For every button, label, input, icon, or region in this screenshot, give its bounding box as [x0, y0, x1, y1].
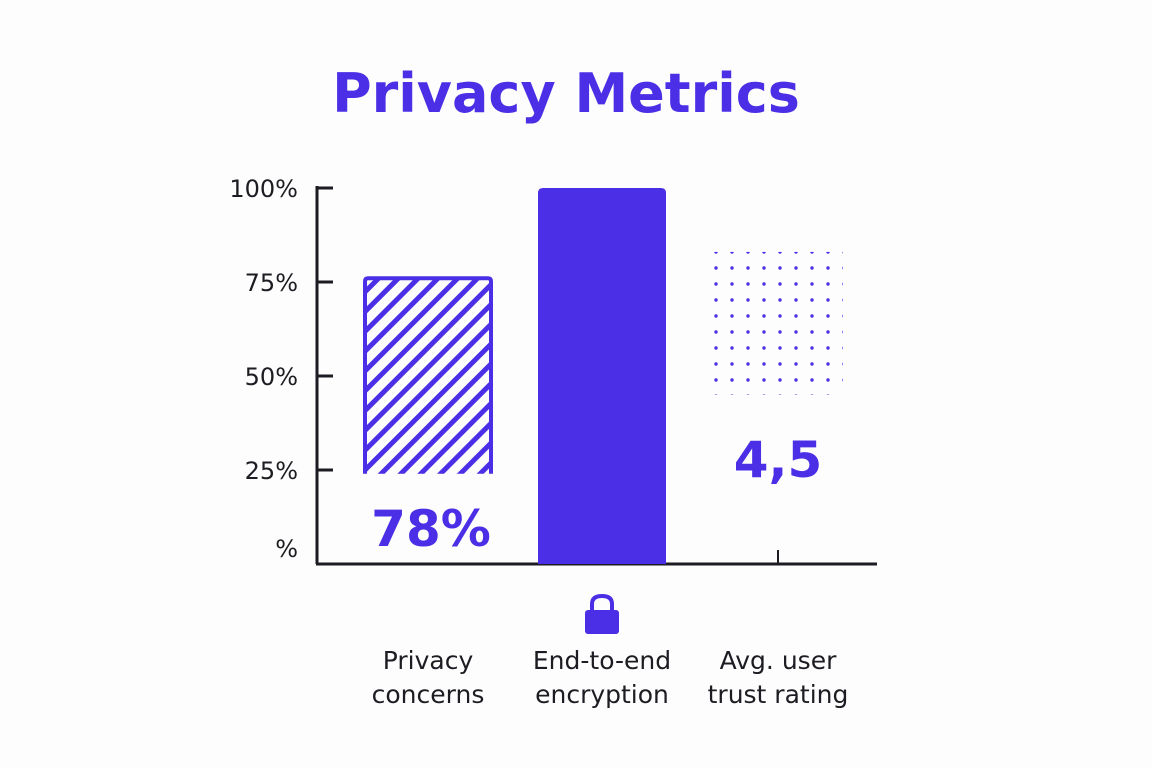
category-label: trust rating — [708, 680, 849, 709]
y-tick-label: 50% — [245, 363, 298, 391]
bar-outline — [363, 276, 493, 474]
bar-avg-user-trust-rating — [713, 251, 843, 395]
y-tick-label: 75% — [245, 269, 298, 297]
y-tick-label: 100% — [229, 175, 298, 203]
bar-value-label: 78% — [371, 500, 491, 558]
y-tick-label: 25% — [245, 457, 298, 485]
bar-end-to-end-encryption — [538, 188, 666, 564]
category-labels: 78% Privacy concerns End-to-end encryption 4,… — [371, 431, 848, 709]
category-label: Privacy — [383, 646, 474, 675]
category-label: encryption — [535, 680, 669, 709]
bar-privacy-concerns — [365, 278, 491, 474]
y-axis-ticks: % 25% 50% 75% 100% — [229, 175, 333, 563]
category-label: concerns — [372, 680, 485, 709]
lock-icon — [585, 593, 619, 634]
y-tick-label: % — [275, 535, 298, 563]
category-label: End-to-end — [533, 646, 671, 675]
bars — [363, 188, 843, 564]
bar-value-label: 4,5 — [734, 431, 823, 489]
category-label: Avg. user — [720, 646, 837, 675]
chart-title: Privacy Metrics — [332, 62, 800, 125]
